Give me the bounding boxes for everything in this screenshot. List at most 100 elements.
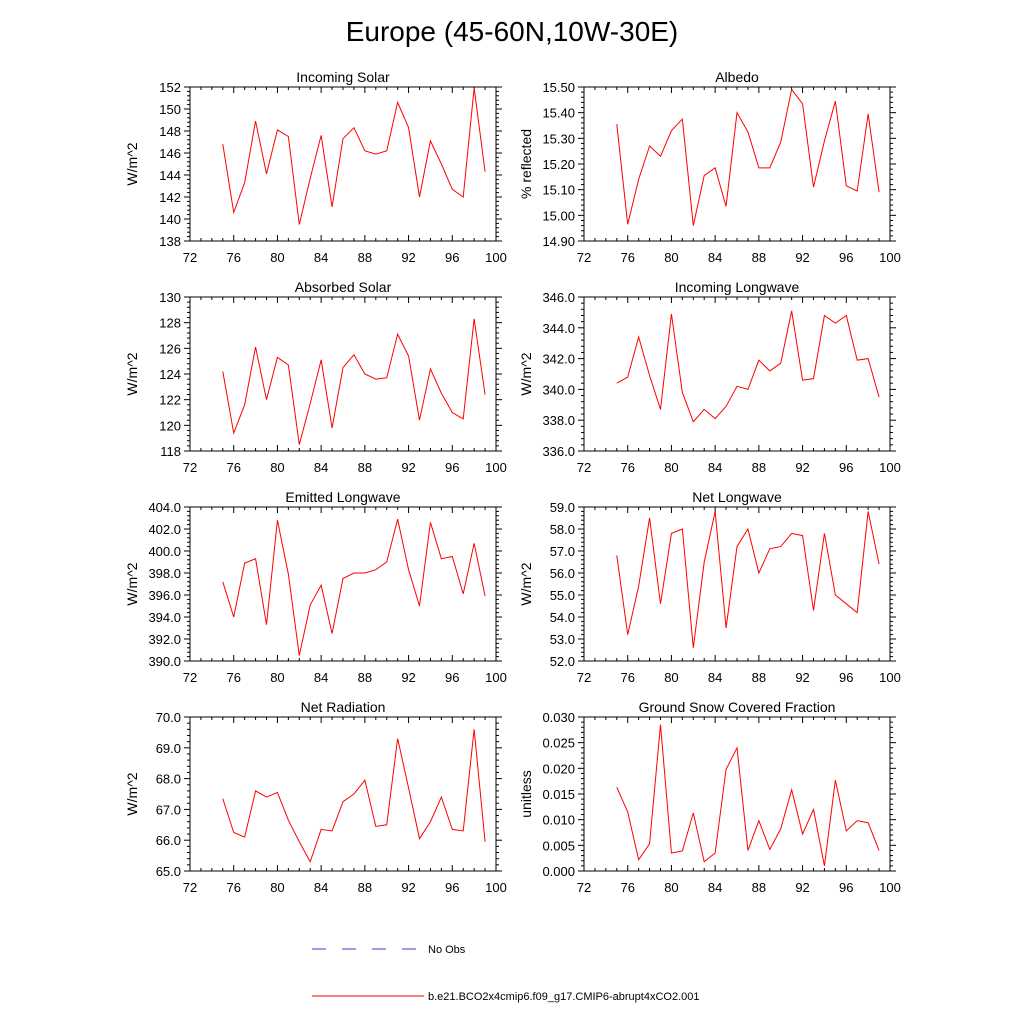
x-tick-label: 76 bbox=[226, 460, 240, 475]
x-tick-label: 92 bbox=[401, 880, 415, 895]
y-tick-label: 0.010 bbox=[542, 813, 575, 828]
y-tick-label: 346.0 bbox=[542, 290, 575, 305]
x-tick-label: 72 bbox=[577, 250, 591, 265]
series-line bbox=[616, 88, 880, 226]
x-tick-label: 100 bbox=[879, 460, 901, 475]
y-tick-label: 69.0 bbox=[156, 741, 181, 756]
plot-frame bbox=[583, 506, 891, 662]
x-tick-label: 100 bbox=[485, 670, 507, 685]
y-tick-label: 59.0 bbox=[550, 500, 575, 515]
x-tick-label: 100 bbox=[485, 250, 507, 265]
plot-frame bbox=[189, 86, 497, 242]
x-tick-label: 84 bbox=[314, 250, 328, 265]
x-tick-label: 80 bbox=[270, 250, 284, 265]
x-tick-label: 80 bbox=[664, 670, 678, 685]
x-tick-label: 72 bbox=[183, 250, 197, 265]
x-tick-label: 92 bbox=[401, 670, 415, 685]
y-tick-label: 392.0 bbox=[148, 632, 181, 647]
panel-incoming-solar: Incoming Solar W/m^2 72 76 80 84 88 92 96 100 138 1… bbox=[124, 69, 507, 265]
y-tick-label: 344.0 bbox=[542, 321, 575, 336]
x-tick-label: 100 bbox=[879, 880, 901, 895]
y-tick-label: 15.10 bbox=[542, 183, 575, 198]
x-tick-label: 84 bbox=[314, 670, 328, 685]
panel-albedo: Albedo % reflected 72 76 80 84 88 92 96 100 14.90 1… bbox=[518, 69, 901, 265]
x-tick-label: 84 bbox=[708, 250, 722, 265]
panel-title: Albedo bbox=[715, 69, 759, 85]
y-tick-label: 390.0 bbox=[148, 654, 181, 669]
x-tick-label: 100 bbox=[485, 460, 507, 475]
y-tick-label: 396.0 bbox=[148, 588, 181, 603]
x-tick-label: 80 bbox=[664, 250, 678, 265]
panel-incoming-longwave: Incoming Longwave W/m^2 72 76 80 84 88 92 96 100 3… bbox=[518, 279, 901, 475]
y-tick-label: 122 bbox=[159, 393, 181, 408]
x-tick-label: 72 bbox=[183, 880, 197, 895]
plot-frame bbox=[189, 506, 497, 662]
x-tick-label: 72 bbox=[183, 460, 197, 475]
y-tick-label: 146 bbox=[159, 146, 181, 161]
x-tick-label: 76 bbox=[226, 880, 240, 895]
y-tick-label: 0.030 bbox=[542, 710, 575, 725]
x-tick-label: 96 bbox=[839, 250, 853, 265]
x-tick-label: 92 bbox=[795, 460, 809, 475]
x-tick-label: 92 bbox=[401, 460, 415, 475]
y-tick-label: 52.0 bbox=[550, 654, 575, 669]
x-tick-label: 96 bbox=[445, 250, 459, 265]
x-tick-label: 92 bbox=[795, 880, 809, 895]
y-tick-label: 0.000 bbox=[542, 864, 575, 879]
y-tick-label: 394.0 bbox=[148, 610, 181, 625]
panel-title: Net Longwave bbox=[692, 489, 782, 505]
y-tick-label: 140 bbox=[159, 212, 181, 227]
y-tick-label: 68.0 bbox=[156, 772, 181, 787]
y-tick-label: 402.0 bbox=[148, 522, 181, 537]
x-tick-label: 76 bbox=[226, 670, 240, 685]
y-tick-label: 128 bbox=[159, 316, 181, 331]
x-tick-label: 76 bbox=[620, 250, 634, 265]
x-tick-label: 88 bbox=[358, 880, 372, 895]
y-tick-label: 126 bbox=[159, 341, 181, 356]
series-line bbox=[222, 729, 486, 864]
series-line bbox=[222, 318, 486, 445]
x-tick-label: 76 bbox=[620, 880, 634, 895]
x-tick-label: 96 bbox=[445, 460, 459, 475]
y-tick-label: 66.0 bbox=[156, 833, 181, 848]
y-tick-label: 0.025 bbox=[542, 736, 575, 751]
x-tick-label: 88 bbox=[752, 880, 766, 895]
panel-title: Emitted Longwave bbox=[285, 489, 400, 505]
y-axis-label: % reflected bbox=[518, 129, 534, 199]
x-tick-label: 80 bbox=[270, 670, 284, 685]
y-tick-label: 120 bbox=[159, 418, 181, 433]
x-tick-label: 80 bbox=[664, 880, 678, 895]
y-tick-label: 14.90 bbox=[542, 234, 575, 249]
panel-net-longwave: Net Longwave W/m^2 72 76 80 84 88 92 96 100 52.0 53… bbox=[518, 489, 901, 685]
y-tick-label: 54.0 bbox=[550, 610, 575, 625]
x-tick-label: 88 bbox=[752, 250, 766, 265]
x-tick-label: 96 bbox=[839, 670, 853, 685]
y-tick-label: 0.005 bbox=[542, 838, 575, 853]
y-tick-label: 148 bbox=[159, 124, 181, 139]
series-line bbox=[222, 88, 486, 225]
x-tick-label: 84 bbox=[708, 460, 722, 475]
panels: Incoming Solar W/m^2 72 76 80 84 88 92 96 100 138 1… bbox=[124, 69, 901, 895]
x-tick-label: 72 bbox=[183, 670, 197, 685]
y-tick-label: 15.40 bbox=[542, 106, 575, 121]
y-tick-label: 57.0 bbox=[550, 544, 575, 559]
x-tick-label: 88 bbox=[358, 670, 372, 685]
legend-label-model: b.e21.BCO2x4cmip6.f09_g17.CMIP6-abrupt4x… bbox=[428, 991, 700, 1003]
y-tick-label: 65.0 bbox=[156, 864, 181, 879]
x-tick-label: 96 bbox=[839, 460, 853, 475]
y-axis-label: unitless bbox=[518, 770, 534, 817]
x-tick-label: 88 bbox=[358, 460, 372, 475]
y-tick-label: 340.0 bbox=[542, 382, 575, 397]
plot-frame bbox=[189, 716, 497, 872]
x-tick-label: 84 bbox=[314, 460, 328, 475]
x-tick-label: 80 bbox=[270, 880, 284, 895]
panel-net-radiation: Net Radiation W/m^2 72 76 80 84 88 92 96 100 65.0 6… bbox=[124, 699, 507, 895]
y-axis-label: W/m^2 bbox=[518, 562, 534, 605]
y-tick-label: 53.0 bbox=[550, 632, 575, 647]
x-tick-label: 96 bbox=[445, 670, 459, 685]
y-tick-label: 15.30 bbox=[542, 131, 575, 146]
x-tick-label: 100 bbox=[879, 250, 901, 265]
x-tick-label: 80 bbox=[270, 460, 284, 475]
panel-absorbed-solar: Absorbed Solar W/m^2 72 76 80 84 88 92 96 100 118 1… bbox=[124, 279, 507, 475]
